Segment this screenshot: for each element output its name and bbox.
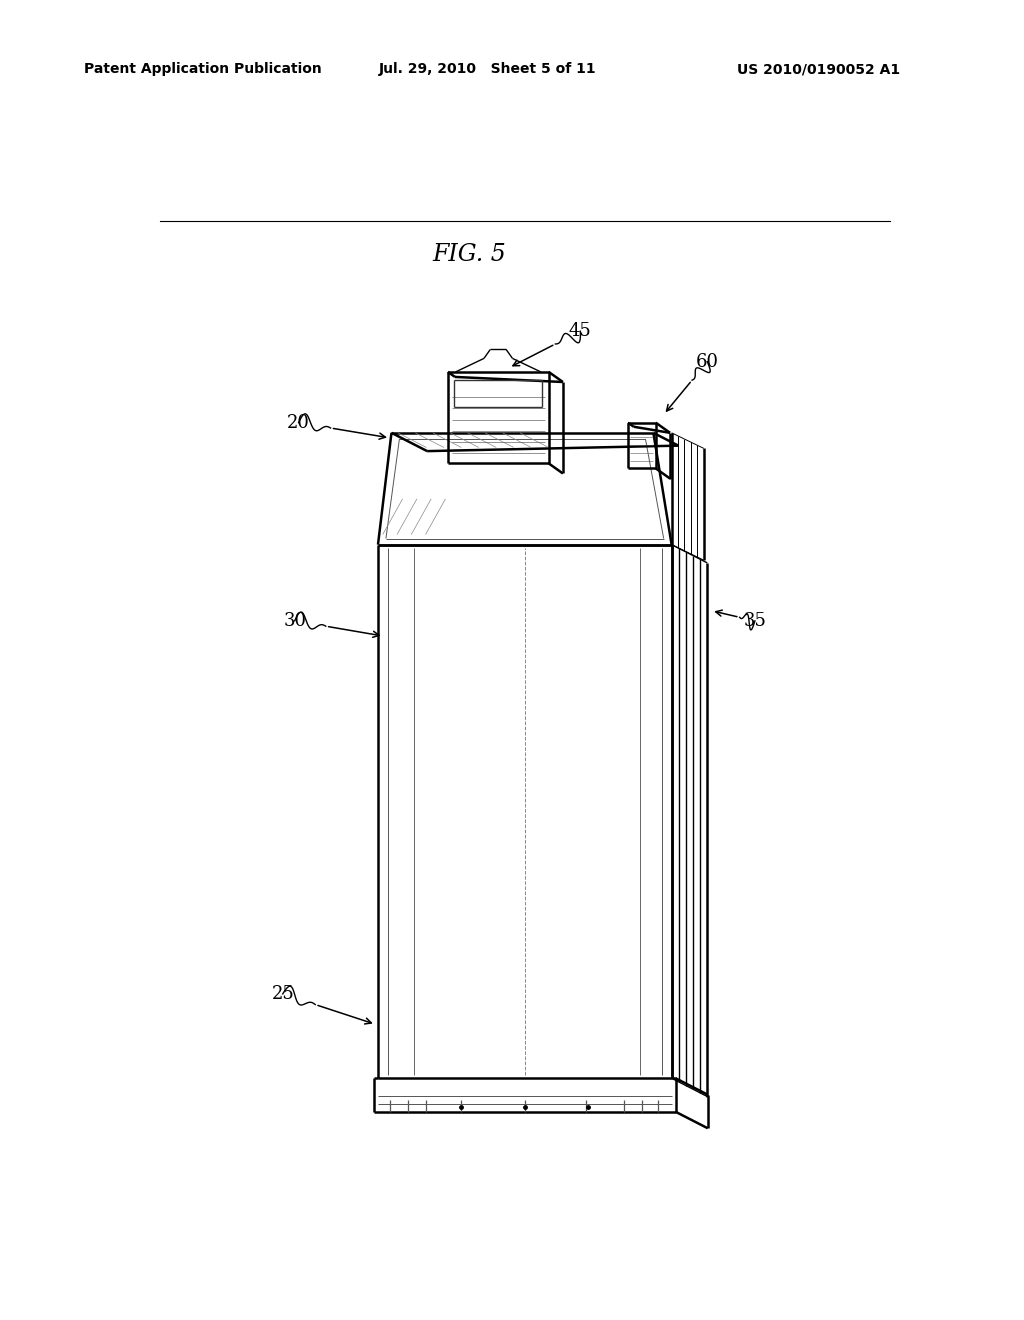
Text: US 2010/0190052 A1: US 2010/0190052 A1 bbox=[737, 62, 900, 77]
Text: FIG. 5: FIG. 5 bbox=[432, 243, 506, 267]
Text: 25: 25 bbox=[271, 985, 294, 1003]
Text: 35: 35 bbox=[743, 612, 766, 630]
Text: 60: 60 bbox=[696, 352, 719, 371]
Text: Jul. 29, 2010   Sheet 5 of 11: Jul. 29, 2010 Sheet 5 of 11 bbox=[379, 62, 597, 77]
Text: 45: 45 bbox=[569, 322, 592, 341]
Text: 20: 20 bbox=[287, 413, 310, 432]
Text: Patent Application Publication: Patent Application Publication bbox=[84, 62, 322, 77]
Text: 30: 30 bbox=[284, 612, 306, 630]
